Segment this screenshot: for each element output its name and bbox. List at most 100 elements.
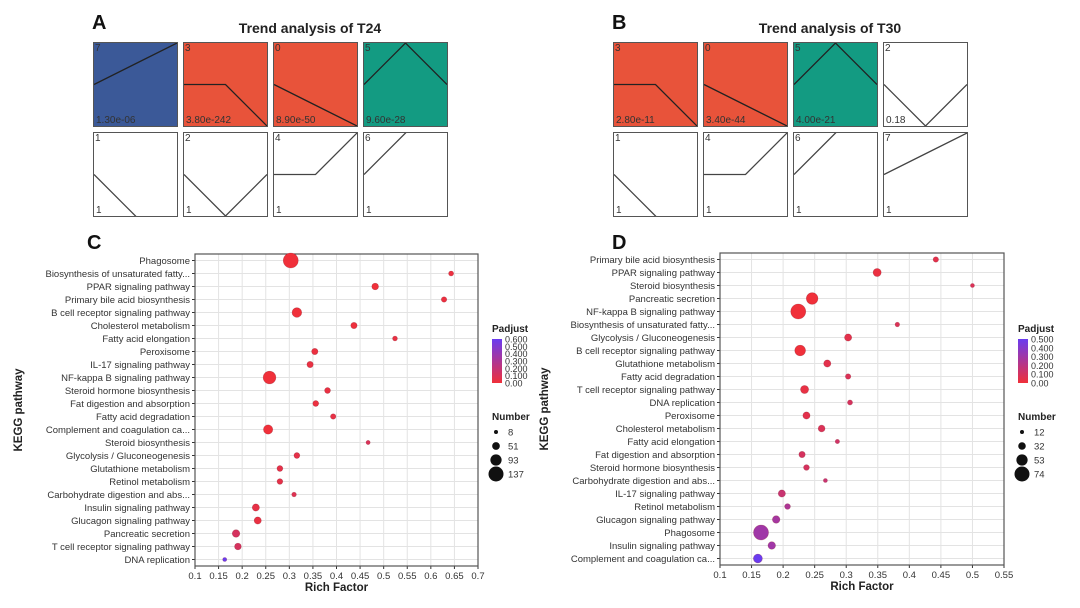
trend-polyline — [184, 83, 267, 126]
bubble-point — [753, 553, 763, 564]
bubble-point — [276, 478, 284, 485]
profile-id: 6 — [365, 133, 371, 144]
bubble-point — [817, 424, 826, 433]
trend-line — [274, 83, 357, 126]
x-tick-label: 0.45 — [932, 570, 951, 581]
bubble-point — [823, 359, 832, 368]
legend-size-dot — [488, 466, 504, 482]
bubble-point — [823, 478, 828, 483]
profile-pvalue: 9.60e-28 — [366, 115, 406, 126]
profile-id: 2 — [185, 133, 191, 144]
profile-pvalue: 3.80e-242 — [186, 115, 232, 126]
profile-pvalue: 0.18 — [886, 115, 906, 126]
pathway-label: Phagosome — [139, 256, 190, 267]
trend-polyline — [364, 43, 447, 85]
trend-polyline — [704, 83, 787, 126]
bubble-point — [753, 524, 769, 541]
profile-id: 1 — [95, 133, 101, 144]
pathway-label: Cholesterol metabolism — [616, 424, 715, 435]
pathway-label: Pancreatic secretion — [629, 294, 715, 305]
x-tick-label: 0.7 — [471, 571, 484, 582]
trend-line — [884, 133, 967, 176]
pathway-label: Insulin signaling pathway — [609, 541, 715, 552]
pathway-label: T cell receptor signaling pathway — [577, 385, 715, 396]
profile-id: 5 — [795, 43, 801, 54]
legend-size-dot — [492, 442, 500, 450]
x-tick-label: 0.5 — [377, 571, 390, 582]
trend-polyline — [184, 174, 267, 216]
pathway-label: NF-kappa B signaling pathway — [61, 373, 190, 384]
pathway-label: Carbohydrate digestion and abs... — [572, 476, 715, 487]
bubble-point — [844, 333, 853, 342]
trend-line — [794, 133, 837, 175]
plot-area — [720, 253, 1004, 565]
pathway-label: NF-kappa B signaling pathway — [586, 307, 715, 318]
trend-line — [884, 84, 967, 126]
trend-polyline — [884, 84, 967, 126]
trend-polyline — [884, 133, 967, 176]
profile-id: 3 — [615, 43, 621, 54]
trend-title-t30: Trend analysis of T30 — [758, 20, 902, 36]
bubble-point — [777, 489, 786, 498]
plot-frame — [194, 253, 479, 567]
trend-line — [184, 174, 267, 216]
x-tick-label: 0.25 — [257, 571, 276, 582]
trend-line — [794, 43, 877, 85]
pathway-label: Peroxisome — [665, 411, 715, 422]
profile-id: 7 — [95, 43, 101, 54]
trend-line — [364, 133, 407, 175]
bubble-point — [932, 256, 939, 263]
trend-profile-0: 0 8.90e-50 — [273, 42, 358, 127]
profile-pvalue: 1 — [186, 205, 192, 216]
profile-id: 3 — [185, 43, 191, 54]
bubble-point — [772, 515, 781, 524]
pathway-label: Glycolysis / Gluconeogenesis — [591, 333, 715, 344]
x-tick-label: 0.4 — [330, 571, 343, 582]
pathway-label: Glucagon signaling pathway — [596, 515, 715, 526]
legend-color-tick: 0.500 — [505, 342, 528, 352]
pathway-label: Cholesterol metabolism — [91, 321, 190, 332]
bubble-point — [784, 503, 791, 510]
profile-pvalue: 1 — [706, 205, 712, 216]
pathway-label: Complement and coagulation ca... — [46, 425, 190, 436]
x-tick-label: 0.1 — [188, 571, 201, 582]
bubble-point — [806, 292, 819, 305]
plot-frame — [719, 252, 1005, 566]
legend-color-tick: 0.400 — [1031, 343, 1054, 353]
profile-id: 7 — [885, 133, 891, 144]
legend-color-title: Padjust — [1018, 324, 1055, 335]
bubble-point — [767, 541, 776, 550]
x-tick-label: 0.3 — [283, 571, 296, 582]
bubble-point — [441, 296, 448, 303]
profile-id: 0 — [275, 43, 281, 54]
x-tick-label: 0.35 — [304, 571, 323, 582]
pathway-label: Glutathione metabolism — [615, 359, 715, 370]
legend-color-bar — [1018, 339, 1028, 383]
profile-pvalue: 1 — [366, 205, 372, 216]
pathway-label: Pancreatic secretion — [104, 529, 190, 540]
legend-size-dot — [1016, 454, 1028, 466]
panel-letter-d: D — [612, 232, 627, 254]
trend-polyline — [274, 83, 357, 126]
pathway-label: Glutathione metabolism — [90, 464, 190, 475]
bubble-point — [798, 451, 806, 458]
trend-profile-5: 5 4.00e-21 — [793, 42, 878, 127]
trend-line — [274, 133, 357, 176]
legend-color-tick: 0.600 — [505, 335, 528, 345]
legend-size-dot — [494, 430, 498, 434]
x-tick-label: 0.55 — [995, 570, 1014, 581]
pathway-label: B cell receptor signaling pathway — [576, 346, 715, 357]
profile-pvalue: 1 — [276, 205, 282, 216]
pathway-label: DNA replication — [650, 398, 715, 409]
bubble-chart-c: 0.1 0.15 0.2 0.25 0.3 0.35 0.4 0.45 0.5 0.55 0.6 0.… — [13, 252, 530, 594]
pathway-label: B cell receptor signaling pathway — [51, 308, 190, 319]
x-axis-title: Rich Factor — [305, 582, 369, 594]
pathway-label: Steroid hormone biosynthesis — [590, 463, 715, 474]
profile-id: 6 — [795, 133, 801, 144]
bubble-point — [350, 322, 358, 329]
x-tick-label: 0.3 — [840, 570, 853, 581]
